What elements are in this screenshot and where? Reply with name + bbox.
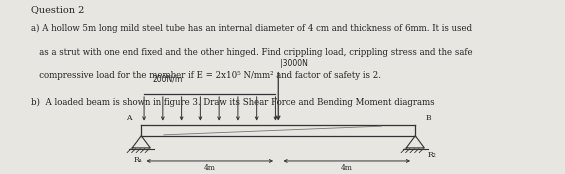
Text: B: B	[425, 114, 431, 122]
Text: b)  A loaded beam is shown in figure 3. Draw its Shear Force and Bending Moment : b) A loaded beam is shown in figure 3. D…	[31, 97, 434, 106]
Text: R₂: R₂	[428, 151, 436, 159]
Text: as a strut with one end fixed and the other hinged. Find crippling load, crippli: as a strut with one end fixed and the ot…	[31, 48, 473, 57]
Text: |3000N: |3000N	[280, 59, 308, 68]
Text: a) A hollow 5m long mild steel tube has an internal diameter of 4 cm and thickne: a) A hollow 5m long mild steel tube has …	[31, 24, 472, 33]
Text: A: A	[125, 114, 131, 122]
Text: Rₐ: Rₐ	[134, 156, 143, 164]
Text: 200N/m: 200N/m	[153, 74, 183, 84]
Text: Question 2: Question 2	[31, 5, 84, 14]
Text: compressive load for the member if E = 2x10⁵ N/mm² and factor of safety is 2.: compressive load for the member if E = 2…	[31, 71, 381, 80]
Text: 4m: 4m	[341, 164, 353, 172]
Text: 4m: 4m	[204, 164, 216, 172]
